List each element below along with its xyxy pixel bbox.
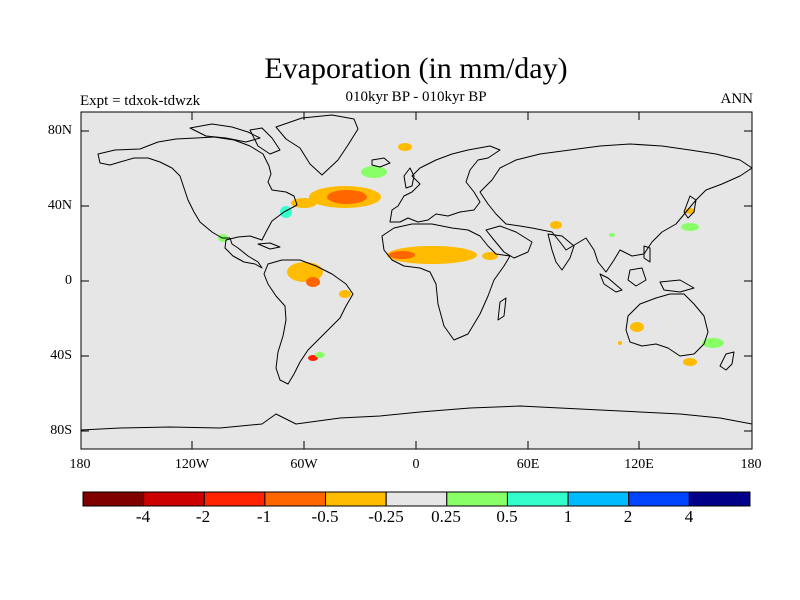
coastline-antarctica (81, 405, 752, 431)
colorbar-box (82, 491, 145, 507)
colorbar-label: -0.25 (368, 507, 404, 526)
colorbar-box (507, 491, 569, 507)
colorbar-label: -0.5 (311, 507, 339, 526)
coastline-britain (403, 167, 415, 189)
anomaly-patch-sahel-core (389, 251, 415, 259)
colorbar-label: 4 (684, 507, 694, 526)
colorbar (82, 491, 751, 507)
anomaly-patch-amazon-core (306, 277, 320, 287)
axis-ticks (81, 112, 752, 449)
anomaly-patch-indian-ocean (618, 341, 622, 345)
anomaly-patch-norwegian-sea (398, 143, 412, 151)
colorbar-box (264, 491, 326, 507)
anomaly-patch-patagonia (308, 355, 318, 361)
y-tick-label: 40S (50, 348, 72, 363)
anomaly-patch-north-atlantic-core (327, 190, 367, 204)
anomaly-patch-us-east (280, 206, 292, 218)
coastline-south-america (263, 259, 354, 385)
coastline-borneo (627, 267, 647, 287)
coastline-north-america (97, 136, 298, 269)
coastline-india (547, 233, 575, 271)
anomaly-patch-australia-west (630, 322, 644, 332)
anomaly-patch-amazon (287, 262, 323, 282)
anomaly-patch-iceland (361, 166, 387, 178)
coastline-madagascar (497, 297, 507, 321)
anomaly-patch-south-atlantic (315, 352, 325, 358)
coastline-arabia (485, 225, 533, 259)
x-tick-label: 180 (69, 457, 91, 472)
colorbar-label: -2 (195, 507, 211, 526)
colorbar-label: -1 (256, 507, 272, 526)
map-subtitle: 010kyr BP - 010kyr BP (345, 89, 487, 105)
map-title: Evaporation (in mm/day) (264, 52, 568, 85)
x-tick-label: 120E (624, 457, 654, 472)
y-tick-label: 0 (65, 273, 72, 288)
x-tick-label: 120W (174, 457, 210, 472)
season-label: ANN (720, 91, 754, 107)
coastline-africa (381, 223, 511, 341)
coastline-japan (683, 195, 697, 219)
colorbar-box (567, 491, 630, 507)
anomaly-patch-gulf-stream (291, 198, 317, 208)
x-tick-label: 60E (516, 457, 540, 472)
colorbar-label: -4 (135, 507, 151, 526)
coastline-asia (479, 143, 752, 273)
colorbar-box (325, 491, 387, 507)
colorbar-box (203, 491, 266, 507)
colorbar-box (446, 491, 508, 507)
anomaly-patches (218, 143, 724, 366)
colorbar-box (688, 491, 751, 507)
anomaly-patch-brazil (339, 290, 351, 298)
coastline-new-zealand (719, 351, 735, 371)
coastline-greenland (275, 114, 359, 176)
colorbar-box (628, 491, 690, 507)
coastline-new-guinea (659, 279, 695, 293)
colorbar-label: 0.5 (496, 507, 518, 526)
y-tick-label: 80S (50, 423, 72, 438)
y-tick-label: 40N (47, 198, 72, 213)
anomaly-patch-australia-south (683, 358, 697, 366)
y-tick-label: 80N (47, 123, 72, 138)
colorbar-box (143, 491, 205, 507)
map-background (81, 112, 752, 449)
coastline-europe (389, 145, 501, 223)
anomaly-patch-east-africa (482, 252, 498, 260)
anomaly-patch-persian-gulf (550, 221, 562, 229)
anomaly-patch-tasman (702, 338, 724, 348)
coastline-cuba (257, 242, 281, 250)
anomaly-patch-sahel (387, 246, 477, 264)
x-tick-label: 0 (412, 457, 420, 472)
colorbar-box (385, 491, 448, 507)
colorbar-label: 1 (563, 507, 573, 526)
coastline-arctic-islands (189, 123, 261, 143)
experiment-label: Expt = tdxok-tdwzk (80, 93, 201, 109)
anomaly-patch-indochina (609, 233, 615, 237)
coastlines (81, 114, 752, 431)
x-tick-label: 180 (740, 457, 762, 472)
colorbar-label: 0.25 (431, 507, 461, 526)
anomaly-patch-north-pacific (681, 223, 699, 231)
colorbar-label: 2 (623, 507, 633, 526)
coastline-baffin (249, 127, 281, 155)
coastline-sumatra (599, 273, 623, 293)
x-tick-label: 60W (290, 457, 318, 472)
coastline-iceland (371, 157, 391, 168)
coastline-australia (625, 293, 709, 357)
coastline-philippines (643, 245, 651, 263)
